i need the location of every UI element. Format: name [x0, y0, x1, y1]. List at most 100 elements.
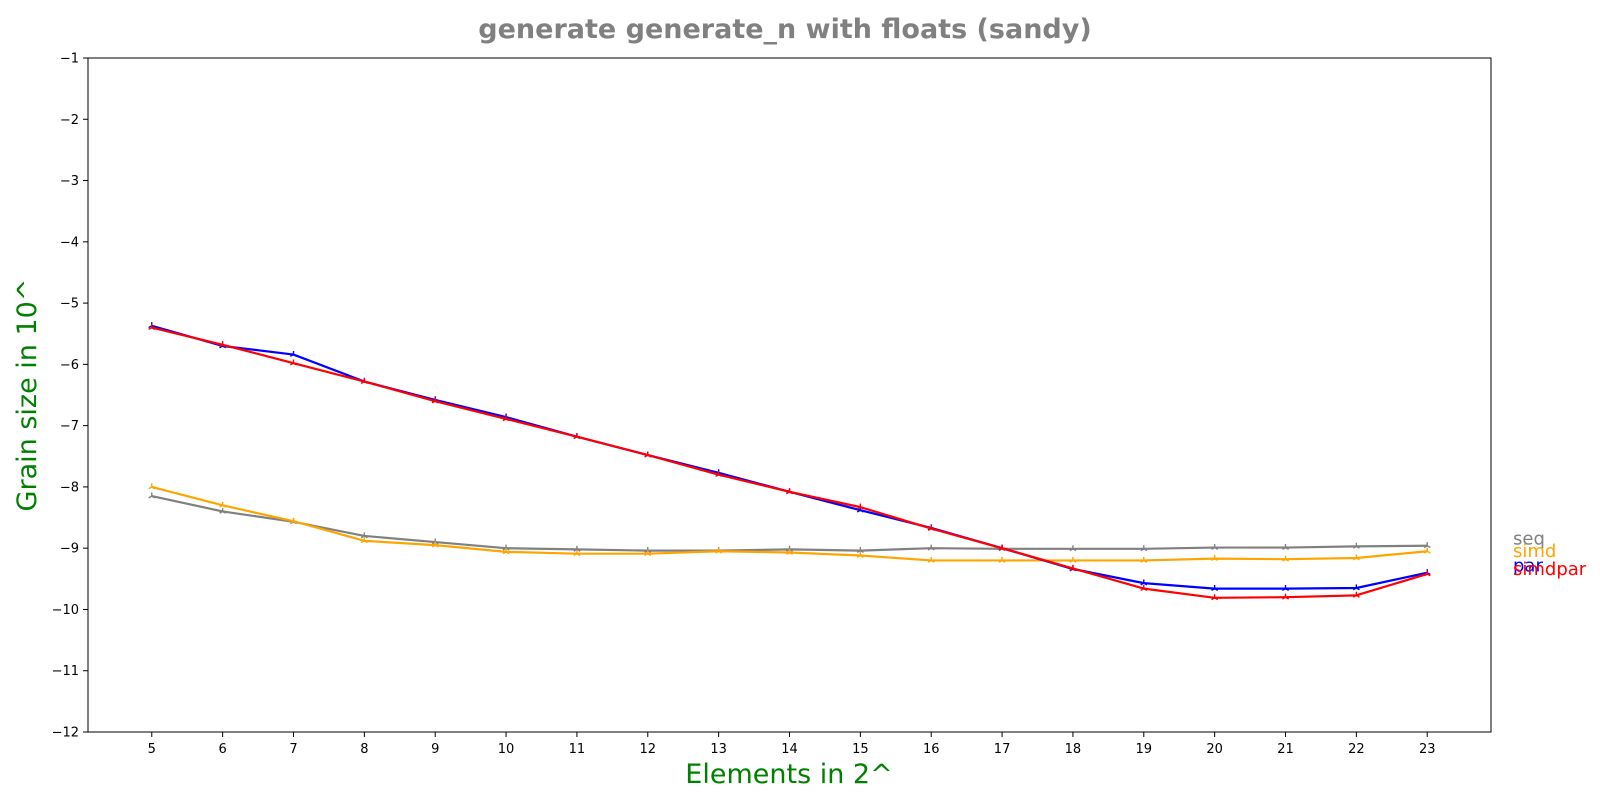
- data-point-seq: [360, 532, 368, 539]
- data-point-par: [1140, 579, 1148, 586]
- x-tick-label: 19: [1136, 742, 1153, 757]
- x-axis: 5 6 7 8 9 10 11 12 13 14 15 16 17 18 19 20 21 22 23: [148, 732, 1436, 757]
- legend-label-simd: simd: [1513, 541, 1556, 562]
- x-tick-label: 22: [1348, 742, 1365, 757]
- x-tick-label: 14: [781, 742, 798, 757]
- y-tick-label: −1: [60, 52, 79, 67]
- y-tick-label: −12: [52, 726, 79, 741]
- legend-label-seq: seq: [1513, 529, 1545, 550]
- x-tick-label: 11: [569, 742, 586, 757]
- data-point-seq: [573, 545, 581, 552]
- x-tick-label: 15: [852, 742, 869, 757]
- data-point-par: [1282, 585, 1289, 592]
- data-point-simd: [856, 551, 864, 558]
- data-point-par: [1352, 584, 1360, 591]
- data-point-par: [290, 350, 297, 357]
- data-point-simdpar: [1140, 585, 1148, 592]
- data-point-simdpar: [715, 471, 723, 478]
- y-tick-label: −11: [52, 664, 79, 679]
- y-tick-label: −3: [60, 174, 79, 189]
- x-tick-label: 17: [994, 742, 1011, 757]
- y-tick-label: −9: [60, 542, 79, 557]
- x-axis-label: Elements in 2^: [685, 759, 892, 790]
- series-layer: [148, 322, 1431, 601]
- data-point-simd: [148, 483, 156, 490]
- data-point-simd: [1423, 547, 1431, 554]
- legend-label-par: par: [1513, 556, 1543, 577]
- y-tick-label: −5: [60, 297, 79, 312]
- data-point-seq: [927, 544, 935, 551]
- data-point-par: [1211, 585, 1219, 592]
- y-axis-label: Grain size in 10^: [12, 279, 43, 512]
- chart-title: generate generate_n with floats (sandy): [478, 14, 1091, 45]
- x-tick-label: 5: [148, 742, 156, 757]
- data-point-simdpar: [502, 415, 510, 422]
- x-tick-label: 23: [1419, 742, 1436, 757]
- legend-label-simdpar: simdpar: [1513, 559, 1587, 580]
- data-point-simdpar: [1069, 564, 1077, 571]
- x-tick-label: 6: [218, 742, 226, 757]
- data-point-simdpar: [786, 488, 793, 495]
- data-point-simdpar: [644, 451, 652, 458]
- series-seq: [148, 492, 1431, 554]
- data-point-simd: [715, 547, 723, 554]
- x-tick-label: 21: [1277, 742, 1294, 757]
- series-simd: [148, 483, 1431, 563]
- data-point-simdpar: [1211, 594, 1219, 601]
- data-point-seq: [1211, 543, 1219, 550]
- data-point-simdpar: [219, 341, 227, 348]
- y-tick-label: −7: [60, 419, 79, 434]
- y-tick-label: −2: [60, 113, 79, 128]
- x-tick-label: 16: [923, 742, 940, 757]
- data-point-simdpar: [573, 433, 581, 440]
- data-point-simd: [502, 548, 510, 555]
- data-point-simd: [1140, 556, 1148, 563]
- plot-area: [87, 57, 1492, 733]
- y-tick-label: −10: [52, 603, 79, 618]
- data-point-simdpar: [1423, 570, 1431, 577]
- data-point-simd: [998, 556, 1006, 563]
- x-tick-label: 12: [640, 742, 657, 757]
- data-point-seq: [1423, 542, 1431, 549]
- data-point-simd: [1282, 555, 1289, 562]
- data-point-simd: [219, 501, 227, 508]
- x-tick-label: 13: [710, 742, 727, 757]
- series-simdpar: [148, 324, 1431, 601]
- data-point-simdpar: [360, 377, 368, 384]
- data-point-simdpar: [148, 324, 156, 331]
- data-point-simdpar: [1352, 591, 1360, 598]
- data-point-simdpar: [1282, 593, 1289, 600]
- data-point-simd: [927, 556, 935, 563]
- data-point-simd: [1069, 556, 1077, 563]
- data-point-simd: [360, 537, 368, 544]
- data-point-seq: [1140, 545, 1148, 552]
- data-point-seq: [148, 492, 156, 499]
- x-tick-label: 9: [431, 742, 439, 757]
- series-line-seq: [151, 495, 1428, 552]
- data-point-simd: [786, 548, 793, 555]
- x-tick-label: 18: [1065, 742, 1082, 757]
- y-tick-label: −4: [60, 235, 79, 250]
- data-point-simd: [1211, 555, 1219, 562]
- data-point-simd: [290, 517, 297, 524]
- x-tick-label: 8: [360, 742, 368, 757]
- x-tick-label: 20: [1206, 742, 1223, 757]
- data-point-simd: [431, 541, 439, 548]
- y-axis: −1 −2 −3 −4 −5 −6 −7 −8 −9 −10 −11 −12: [52, 52, 88, 741]
- data-point-seq: [1069, 545, 1077, 552]
- y-tick-label: −8: [60, 480, 79, 495]
- data-point-simdpar: [998, 544, 1006, 551]
- data-point-seq: [219, 507, 227, 514]
- y-tick-label: −6: [60, 358, 79, 373]
- data-point-simd: [644, 550, 652, 557]
- data-point-seq: [1352, 542, 1360, 549]
- series-line-simdpar: [151, 326, 1428, 599]
- data-point-seq: [856, 547, 864, 554]
- data-point-simd: [573, 550, 581, 557]
- data-point-simdpar: [927, 524, 935, 531]
- data-point-simdpar: [431, 397, 439, 404]
- x-tick-label: 10: [498, 742, 515, 757]
- data-point-seq: [1282, 543, 1289, 550]
- data-point-simdpar: [290, 359, 297, 366]
